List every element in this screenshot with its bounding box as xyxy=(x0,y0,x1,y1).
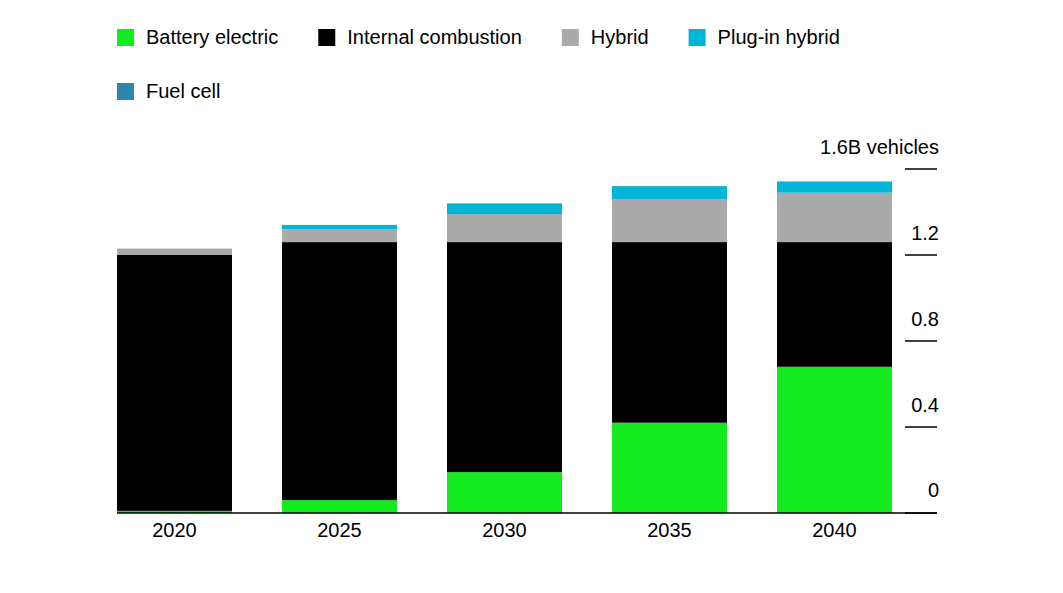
bar-segment xyxy=(612,186,727,199)
bar-segment xyxy=(777,367,892,513)
y-tick-label: 1.6B vehicles xyxy=(820,136,939,158)
bar-segment xyxy=(117,255,232,511)
bar-segment xyxy=(282,225,397,229)
chart: 0 0.4 0.8 1.2 1.6B vehicles 2020 2025 2030 2035 2… xyxy=(0,0,1063,593)
bar-segment xyxy=(777,181,892,182)
x-tick-label: 2025 xyxy=(317,519,362,541)
y-tick-label: 1.2 xyxy=(911,222,939,244)
legend-label: Internal combustion xyxy=(347,26,522,48)
legend-swatch xyxy=(117,29,134,46)
y-tick-label: 0 xyxy=(928,479,939,501)
bar-segment xyxy=(612,185,727,186)
bar-segment xyxy=(447,472,562,513)
bar-segment xyxy=(282,500,397,513)
bar-segment xyxy=(282,242,397,500)
x-tick-label: 2030 xyxy=(482,519,527,541)
y-tick xyxy=(905,254,937,256)
bar-segment xyxy=(447,203,562,214)
bar-segment xyxy=(612,199,727,242)
bars xyxy=(117,181,892,513)
legend-label: Hybrid xyxy=(591,26,649,48)
bar-segment xyxy=(777,182,892,193)
bar-segment xyxy=(612,242,727,423)
bar-segment xyxy=(117,248,232,249)
y-tick xyxy=(905,340,937,342)
x-axis-line xyxy=(117,512,937,514)
legend: Battery electric Internal combustion Hybri… xyxy=(117,26,840,102)
bar-segment xyxy=(777,242,892,367)
bar-segment xyxy=(447,242,562,472)
bar-segment xyxy=(447,203,562,204)
y-tick xyxy=(905,426,937,428)
x-tick-label: 2035 xyxy=(647,519,692,541)
legend-label: Battery electric xyxy=(146,26,278,48)
bar-segment xyxy=(117,249,232,255)
x-tick-label: 2020 xyxy=(152,519,197,541)
legend-swatch xyxy=(562,29,579,46)
x-tick-label: 2040 xyxy=(812,519,857,541)
bar-segment xyxy=(447,214,562,242)
legend-swatch xyxy=(117,83,134,100)
legend-label: Fuel cell xyxy=(146,80,220,102)
legend-swatch xyxy=(689,29,706,46)
bar-segment xyxy=(777,193,892,242)
bar-segment xyxy=(612,423,727,513)
y-tick-label: 0.4 xyxy=(911,394,939,416)
legend-swatch xyxy=(318,29,335,46)
bar-segment xyxy=(282,229,397,242)
bar-segment xyxy=(117,248,232,249)
y-tick xyxy=(905,512,937,514)
y-tick xyxy=(905,168,937,170)
y-tick-label: 0.8 xyxy=(911,308,939,330)
bar-segment xyxy=(282,224,397,225)
legend-label: Plug-in hybrid xyxy=(718,26,840,48)
